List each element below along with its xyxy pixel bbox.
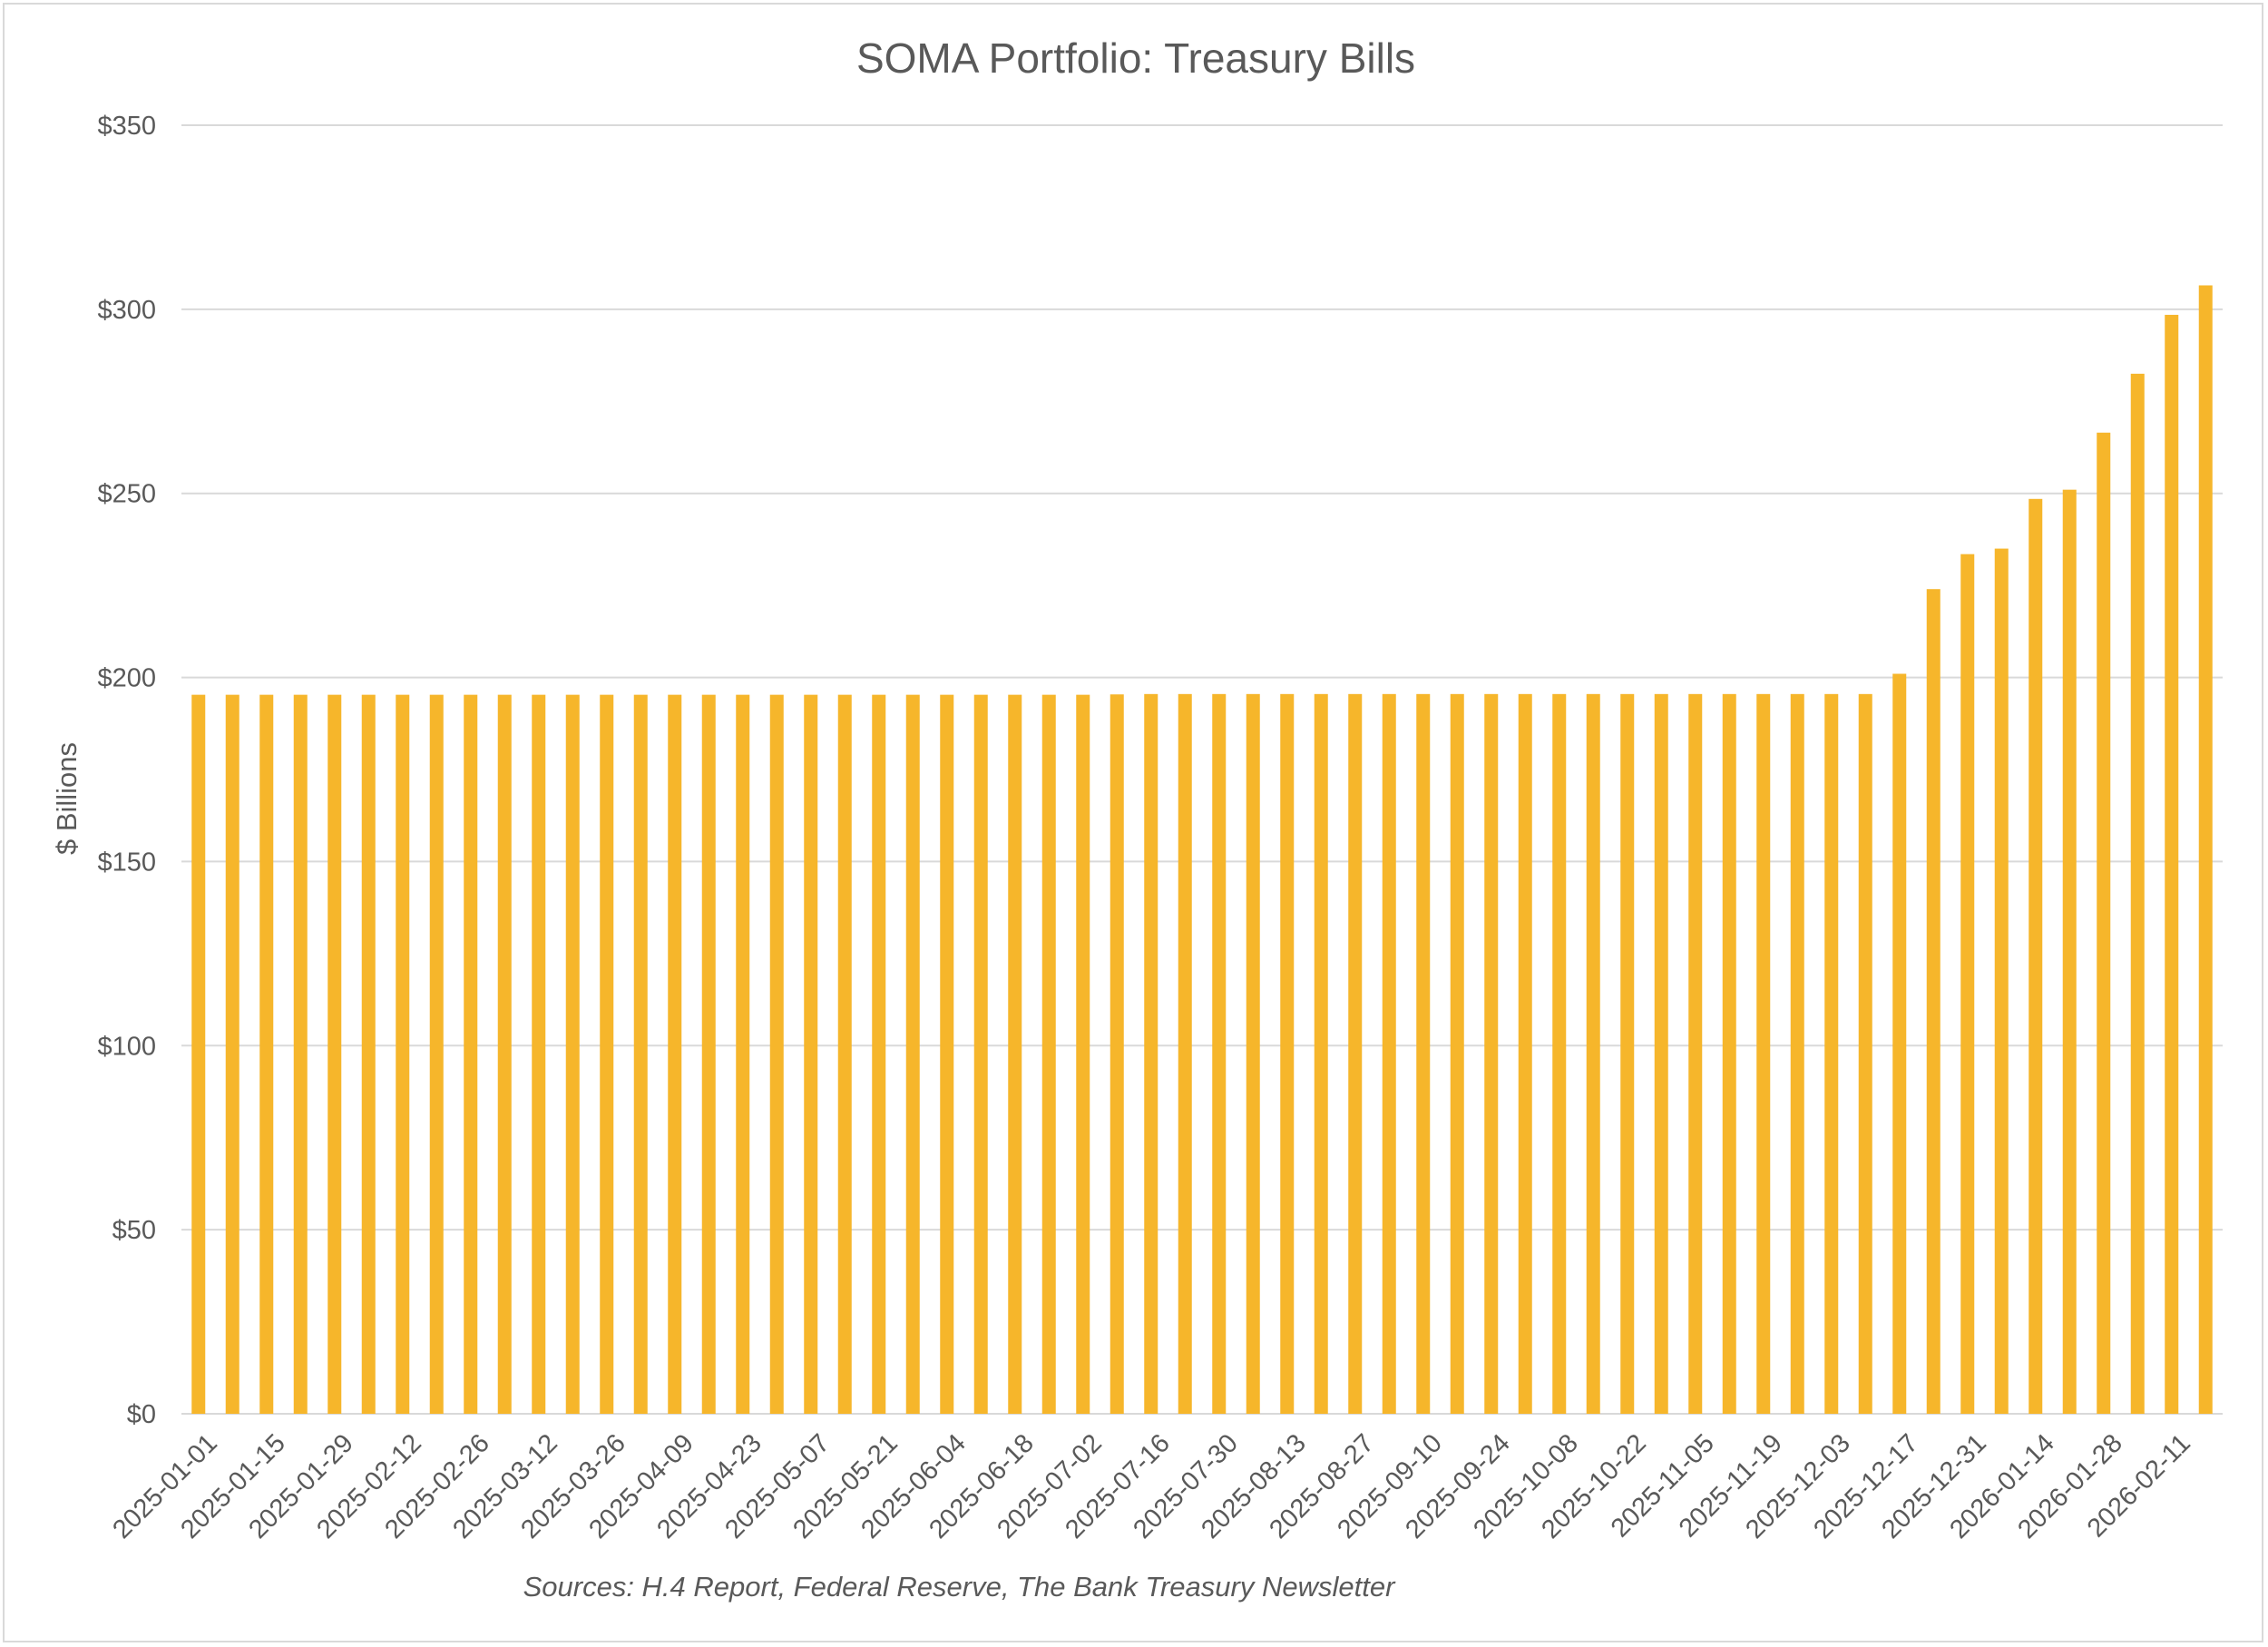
y-axis-title: $ Billions bbox=[51, 742, 83, 855]
y-tick-label: $100 bbox=[97, 1032, 156, 1061]
y-tick-label: $150 bbox=[97, 848, 156, 877]
bar-2025-08-27 bbox=[1348, 693, 1363, 1414]
bar-2025-12-31 bbox=[1960, 554, 1975, 1414]
bar-2025-11-05 bbox=[1688, 693, 1703, 1414]
bar-2025-10-08 bbox=[1552, 693, 1567, 1414]
bar-2025-01-15 bbox=[259, 694, 274, 1414]
x-axis-ticks: 2025-01-012025-01-152025-01-292025-02-12… bbox=[107, 1428, 2196, 1544]
chart-canvas: SOMA Portfolio: Treasury Bills $0 $50 $100… bbox=[51, 34, 2223, 1603]
y-tick-label: $300 bbox=[97, 296, 156, 325]
y-tick-label: $200 bbox=[97, 664, 156, 693]
bar-2026-01-21 bbox=[2062, 489, 2077, 1414]
chart-frame: SOMA Portfolio: Treasury Bills $0 $50 $100… bbox=[3, 3, 2263, 1642]
bar-2025-10-22 bbox=[1620, 693, 1635, 1414]
bar-2025-08-13 bbox=[1280, 693, 1295, 1414]
bar-2025-03-12 bbox=[532, 694, 546, 1414]
y-tick-label: $0 bbox=[127, 1400, 156, 1429]
bar-2026-02-11 bbox=[2165, 314, 2179, 1414]
bar-2025-05-14 bbox=[837, 694, 852, 1414]
bar-2025-08-20 bbox=[1314, 693, 1328, 1414]
bar-2025-09-17 bbox=[1450, 693, 1464, 1414]
bar-2025-10-29 bbox=[1654, 693, 1668, 1414]
bar-2025-12-10 bbox=[1858, 693, 1872, 1414]
bar-2025-07-02 bbox=[1076, 694, 1090, 1414]
bar-2025-07-09 bbox=[1110, 694, 1124, 1414]
bar-2025-03-19 bbox=[565, 694, 580, 1414]
bar-2025-07-23 bbox=[1178, 693, 1192, 1414]
bar-2025-05-28 bbox=[905, 694, 920, 1414]
bar-2025-08-06 bbox=[1246, 693, 1260, 1414]
bar-2025-01-22 bbox=[293, 694, 308, 1414]
bar-2025-04-02 bbox=[633, 694, 648, 1414]
bar-2025-12-17 bbox=[1892, 673, 1907, 1414]
y-tick-label: $50 bbox=[112, 1216, 156, 1245]
bar-2026-02-18 bbox=[2198, 285, 2213, 1414]
gridlines bbox=[181, 124, 2223, 1415]
bar-2025-12-24 bbox=[1926, 589, 1941, 1414]
bar-2025-06-04 bbox=[940, 694, 954, 1414]
bar-2025-04-30 bbox=[769, 694, 784, 1414]
bar-2025-03-26 bbox=[600, 694, 614, 1414]
bar-2025-10-15 bbox=[1586, 693, 1600, 1414]
bar-2026-01-28 bbox=[2097, 432, 2111, 1414]
bar-2025-04-16 bbox=[701, 694, 716, 1414]
bar-2025-06-18 bbox=[1008, 694, 1022, 1414]
bar-2025-01-01 bbox=[191, 694, 206, 1414]
bar-2025-07-16 bbox=[1144, 693, 1158, 1414]
bar-2026-01-14 bbox=[2028, 498, 2043, 1414]
bar-2025-04-09 bbox=[668, 694, 682, 1414]
bar-2025-01-08 bbox=[225, 694, 240, 1414]
bar-2025-09-10 bbox=[1416, 693, 1431, 1414]
bar-2026-01-07 bbox=[1994, 548, 2009, 1414]
y-tick-label: $350 bbox=[97, 112, 156, 141]
bar-2026-02-04 bbox=[2130, 373, 2145, 1414]
y-tick-label: $250 bbox=[97, 480, 156, 509]
bar-2025-01-29 bbox=[327, 694, 342, 1414]
source-note: Sources: H.4 Report, Federal Reserve, Th… bbox=[523, 1571, 1396, 1603]
bar-2025-02-26 bbox=[464, 694, 478, 1414]
bar-2025-12-03 bbox=[1824, 693, 1839, 1414]
bar-2025-02-05 bbox=[361, 694, 376, 1414]
bar-2025-06-25 bbox=[1041, 694, 1056, 1414]
bar-2025-10-01 bbox=[1518, 693, 1532, 1414]
bar-2025-09-03 bbox=[1382, 693, 1396, 1414]
bar-2025-05-07 bbox=[804, 694, 818, 1414]
bar-2025-04-23 bbox=[736, 694, 750, 1414]
bar-2025-06-11 bbox=[973, 694, 988, 1414]
y-axis-ticks: $0 $50 $100 $150 $200 $250 $300 $350 bbox=[97, 112, 156, 1429]
bar-2025-11-26 bbox=[1790, 693, 1804, 1414]
bar-2025-11-19 bbox=[1756, 693, 1771, 1414]
bar-2025-11-12 bbox=[1722, 693, 1736, 1414]
bar-series bbox=[191, 285, 2213, 1414]
bar-2025-03-05 bbox=[497, 694, 512, 1414]
bar-2025-07-30 bbox=[1212, 693, 1227, 1414]
bar-2025-02-12 bbox=[396, 694, 410, 1414]
bar-2025-05-21 bbox=[872, 694, 886, 1414]
chart-title: SOMA Portfolio: Treasury Bills bbox=[856, 34, 1415, 82]
bar-2025-02-19 bbox=[429, 694, 444, 1414]
bar-2025-09-24 bbox=[1484, 693, 1499, 1414]
